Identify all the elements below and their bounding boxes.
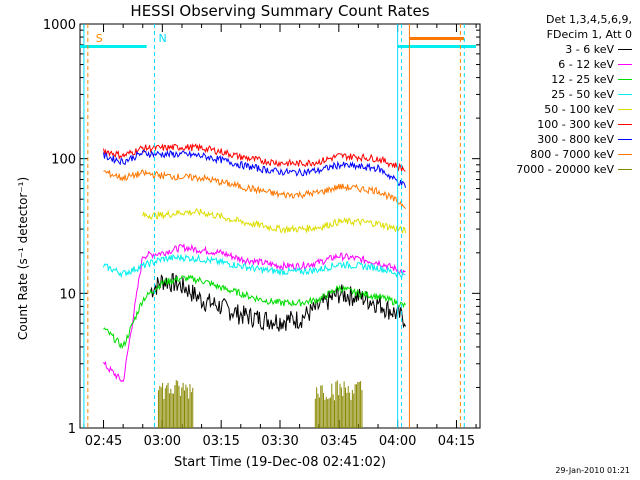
legend-entry: 7000 - 20000 keV [472,162,632,177]
legend-swatch [618,94,632,95]
annotation-s: S [96,32,103,45]
legend-swatch [618,169,632,170]
series-line-3 [103,274,406,350]
y-tick-label: 1 [68,422,76,437]
plot-frame [79,23,481,429]
chart-title: HESSI Observing Summary Count Rates [130,2,430,20]
series-line-6 [103,143,406,172]
legend-entry-label: 6 - 12 keV [558,58,614,71]
legend-entry: 800 - 7000 keV [472,147,632,162]
legend-entry-label: 25 - 50 keV [551,88,614,101]
legend-header-line-2: FDecim 1, Att 0 [546,28,632,41]
legend-entry-label: 100 - 300 keV [537,118,614,131]
series-line-2 [103,242,406,383]
x-tick-label: 03:15 [202,434,239,449]
y-tick-label: 100 [51,153,76,168]
x-tick-label: 04:00 [379,434,416,449]
legend-entry-label: 3 - 6 keV [565,43,614,56]
x-tick-label: 03:45 [320,434,357,449]
series-line-4 [103,253,406,280]
legend-entry: 100 - 300 keV [472,117,632,132]
legend-entry-label: 7000 - 20000 keV [516,163,614,176]
legend-swatch [618,139,632,140]
legend-swatch [618,154,632,155]
legend-entry-label: 800 - 7000 keV [530,148,614,161]
legend-swatch [618,64,632,65]
series-line-7 [103,149,406,188]
x-axis-label: Start Time (19-Dec-08 02:41:02) [173,455,387,470]
legend-entry-label: 50 - 100 keV [544,103,614,116]
legend-swatch [618,109,632,110]
legend-swatch [618,79,632,80]
legend-entries: 3 - 6 keV 6 - 12 keV 12 - 25 keV 25 - 50 ke… [472,42,632,177]
legend-entry: 300 - 800 keV [472,132,632,147]
legend: Det 1,3,4,5,6,9, FDecim 1, Att 0 3 - 6 k… [472,12,632,177]
legend-entry: 6 - 12 keV [472,57,632,72]
series-line-8 [103,169,406,210]
y-axis-label: Count Rate (s⁻¹ detector⁻¹) [16,176,30,340]
x-tick-label: 04:15 [438,434,475,449]
y-tick-label: 1000 [43,18,76,33]
x-tick-label: 03:30 [261,434,298,449]
annotation-n: N [159,32,167,45]
timestamp-footer: 29-Jan-2010 01:21 [555,466,630,475]
legend-header-line-1: Det 1,3,4,5,6,9, [545,13,632,26]
legend-entry-label: 300 - 800 keV [537,133,614,146]
legend-entry-label: 12 - 25 keV [551,73,614,86]
x-tick-label: 02:45 [85,434,122,449]
legend-entry: 25 - 50 keV [472,87,632,102]
x-tick-label: 03:00 [144,434,181,449]
series-line-5 [142,208,406,235]
legend-entry: 12 - 25 keV [472,72,632,87]
series-line-1 [150,272,406,332]
legend-entry: 50 - 100 keV [472,102,632,117]
legend-swatch [618,124,632,125]
legend-swatch [618,49,632,50]
legend-entry: 3 - 6 keV [472,42,632,57]
y-tick-label: 10 [59,287,76,302]
